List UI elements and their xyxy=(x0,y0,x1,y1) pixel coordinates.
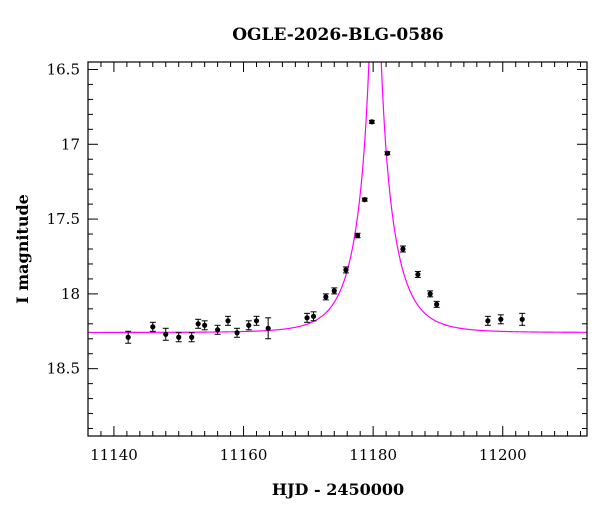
x-axis-label: HJD - 2450000 xyxy=(272,480,404,499)
data-point xyxy=(384,150,391,156)
data-marker xyxy=(323,294,329,300)
model-curve xyxy=(88,62,587,334)
data-point xyxy=(149,321,156,332)
y-tick-label: 17 xyxy=(61,135,80,153)
y-tick-label: 18.5 xyxy=(47,360,80,378)
data-point xyxy=(497,314,504,325)
data-marker xyxy=(343,267,349,273)
data-point xyxy=(195,318,202,329)
data-marker xyxy=(434,301,440,307)
data-marker xyxy=(176,334,182,340)
data-point xyxy=(125,330,132,344)
data-marker xyxy=(331,288,337,294)
data-marker xyxy=(498,316,504,322)
data-marker xyxy=(519,316,525,322)
data-marker xyxy=(189,334,195,340)
data-point xyxy=(253,315,260,326)
y-axis-label: I magnitude xyxy=(13,194,32,304)
data-point xyxy=(245,320,252,331)
data-points xyxy=(125,119,526,344)
data-marker xyxy=(234,330,240,336)
data-point xyxy=(361,197,368,203)
data-point xyxy=(342,266,349,274)
data-marker xyxy=(400,246,406,252)
data-marker xyxy=(427,291,433,297)
data-marker xyxy=(304,315,310,321)
chart-title: OGLE-2026-BLG-0586 xyxy=(232,25,444,45)
data-point xyxy=(399,245,406,253)
data-marker xyxy=(202,322,208,328)
data-point xyxy=(310,311,317,322)
y-tick-label: 18 xyxy=(61,285,80,303)
data-marker xyxy=(195,321,201,327)
model-layer xyxy=(88,62,587,334)
data-point xyxy=(224,315,231,326)
data-marker xyxy=(246,322,252,328)
axis-ticks xyxy=(87,62,587,436)
data-point xyxy=(354,232,361,239)
data-marker xyxy=(225,318,231,324)
data-point xyxy=(162,327,169,341)
y-tick-label: 17.5 xyxy=(47,210,80,228)
y-tick-label: 16.5 xyxy=(47,60,80,78)
data-point xyxy=(304,312,311,323)
data-marker xyxy=(384,150,390,156)
data-point xyxy=(201,320,208,331)
data-point xyxy=(175,332,182,343)
data-point xyxy=(484,315,491,326)
x-tick-label: 11160 xyxy=(220,446,268,464)
data-marker xyxy=(150,324,156,330)
data-point xyxy=(519,312,526,326)
data-point xyxy=(368,119,375,125)
data-marker xyxy=(265,325,271,331)
data-marker xyxy=(125,334,131,340)
tick-labels: 11140 11160 11180 11200 16.5 17 17.5 18 18.5 xyxy=(47,60,527,464)
data-point xyxy=(214,324,221,335)
data-point xyxy=(331,287,338,295)
plot-frame xyxy=(87,61,588,437)
data-point xyxy=(322,293,329,301)
data-marker xyxy=(485,318,491,324)
data-marker xyxy=(369,119,375,125)
data-marker xyxy=(253,318,260,324)
data-point xyxy=(265,317,272,340)
data-point xyxy=(433,300,440,308)
data-marker xyxy=(415,271,421,278)
data-point xyxy=(414,270,421,278)
data-marker xyxy=(163,331,169,337)
data-marker xyxy=(215,327,221,333)
x-tick-label: 11140 xyxy=(90,446,138,464)
data-point xyxy=(427,290,434,298)
x-tick-label: 11200 xyxy=(479,446,527,464)
data-marker xyxy=(310,313,317,319)
data-marker xyxy=(362,197,368,203)
x-tick-label: 11180 xyxy=(349,446,397,464)
data-marker xyxy=(354,232,361,239)
data-point xyxy=(188,332,195,343)
data-point xyxy=(234,327,241,338)
